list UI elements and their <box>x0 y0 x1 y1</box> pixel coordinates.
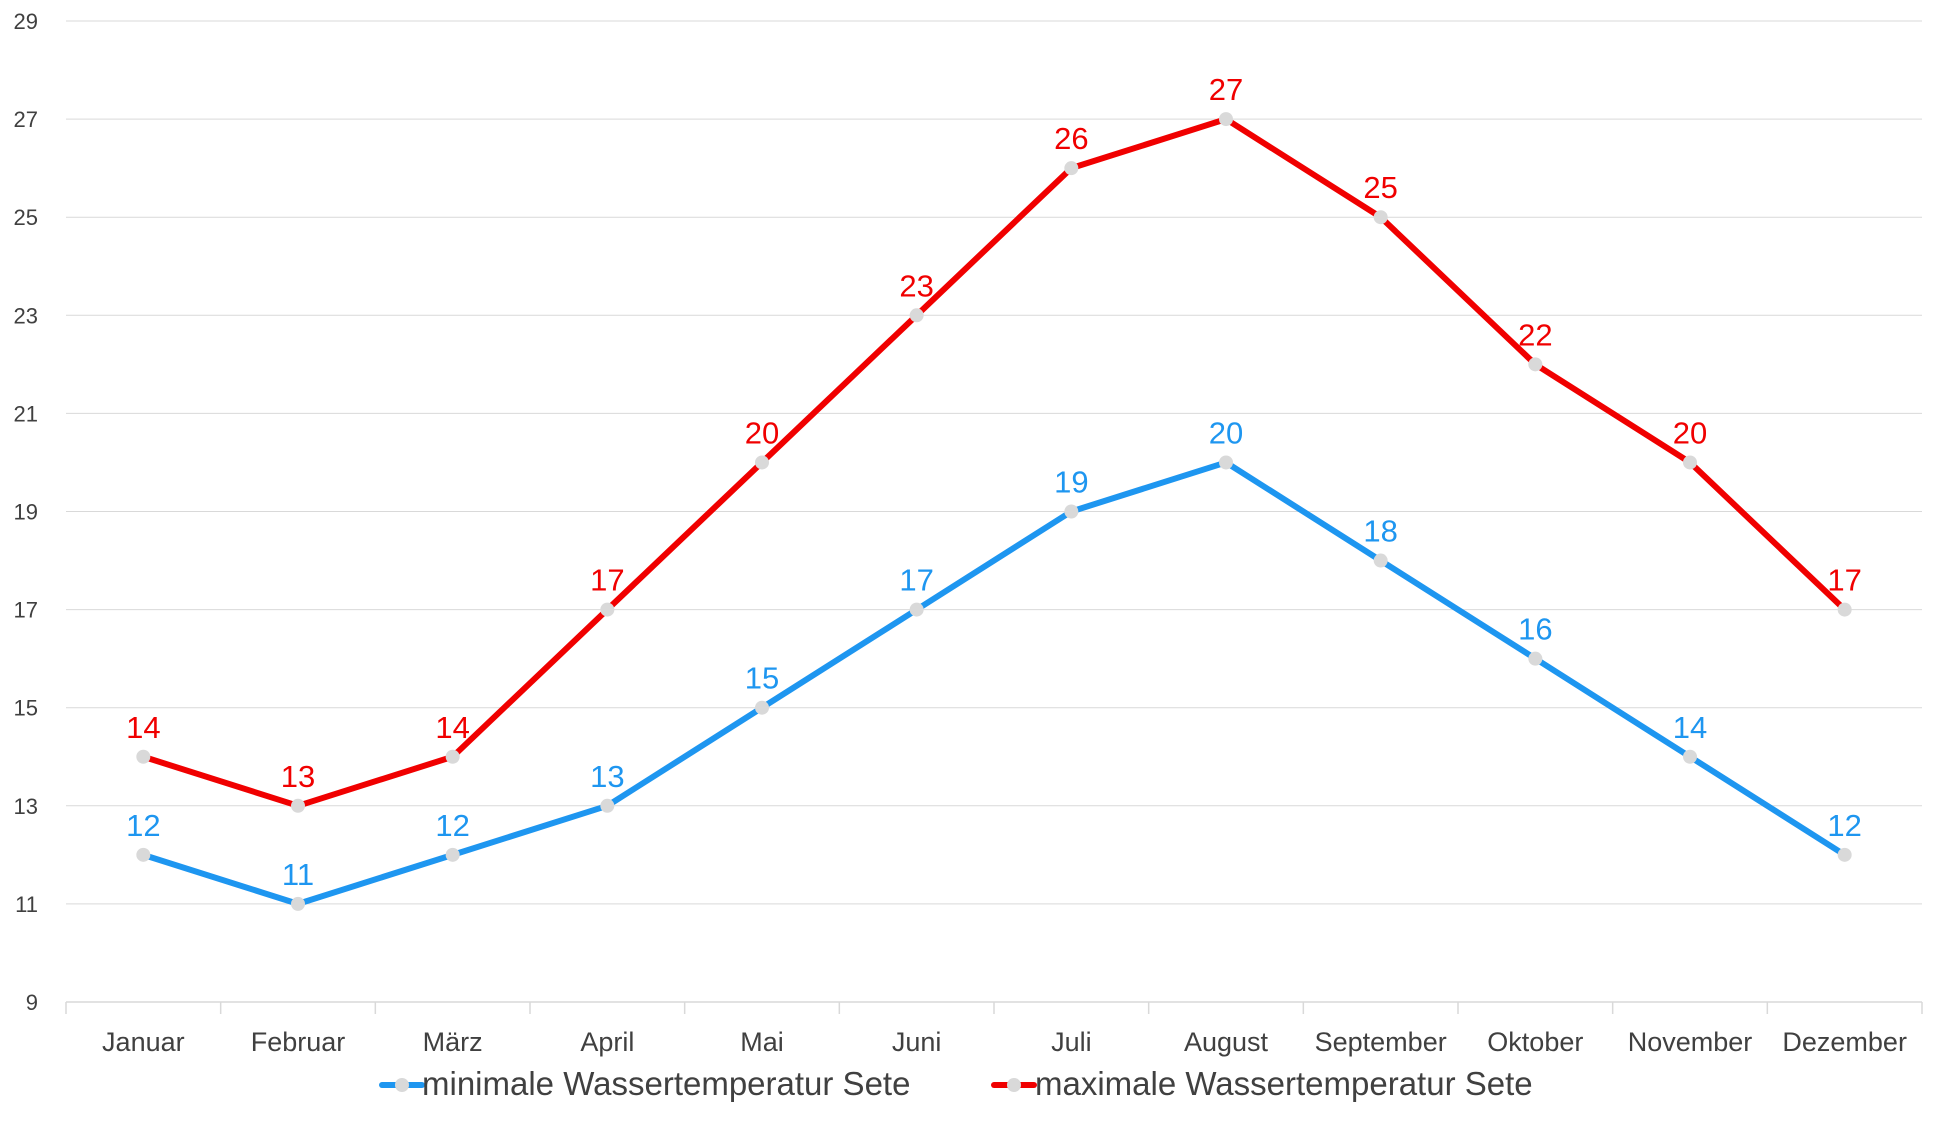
data-label: 16 <box>1518 612 1552 647</box>
legend: minimale Wassertemperatur Sete maximale W… <box>379 1065 1533 1102</box>
data-label: 18 <box>1363 514 1397 549</box>
data-label: 14 <box>1673 710 1707 745</box>
x-tick-label: Mai <box>740 1027 784 1057</box>
series-line-max <box>140 116 1848 809</box>
data-label: 14 <box>435 710 469 745</box>
y-tick-label: 17 <box>14 598 38 623</box>
y-tick-label: 11 <box>15 892 38 917</box>
y-tick-label: 25 <box>14 205 38 230</box>
data-point <box>1837 847 1852 862</box>
legend-marker <box>1007 1078 1021 1092</box>
data-label: 12 <box>126 808 160 843</box>
data-point <box>291 798 305 813</box>
data-label: 27 <box>1209 72 1243 107</box>
data-point <box>909 308 924 323</box>
x-tick-label: August <box>1184 1027 1269 1057</box>
data-point <box>1219 112 1233 127</box>
y-tick-label: 19 <box>14 500 38 525</box>
data-label: 17 <box>1827 563 1861 598</box>
data-label: 12 <box>435 808 469 843</box>
x-tick-label: Januar <box>102 1027 185 1057</box>
data-point <box>1683 749 1697 764</box>
data-point <box>136 847 151 862</box>
data-point <box>909 602 924 617</box>
data-label: 17 <box>590 563 624 598</box>
x-tick-label: November <box>1628 1027 1753 1057</box>
y-tick-label: 29 <box>14 9 38 34</box>
x-tick-label: Juni <box>892 1027 942 1057</box>
data-point <box>1837 602 1852 617</box>
data-point <box>291 896 305 911</box>
data-point <box>445 749 460 764</box>
data-label: 13 <box>281 759 315 794</box>
legend-label: maximale Wassertemperatur Sete <box>1035 1065 1533 1102</box>
legend-label: minimale Wassertemperatur Sete <box>422 1065 910 1102</box>
y-tick-label: 15 <box>14 696 38 721</box>
series <box>136 112 1852 911</box>
legend-marker <box>395 1078 409 1092</box>
data-point <box>600 602 615 617</box>
y-tick-label: 23 <box>14 303 38 328</box>
x-tick-label: Oktober <box>1487 1027 1583 1057</box>
x-tick-label: Juli <box>1051 1027 1092 1057</box>
data-label: 15 <box>745 661 779 696</box>
x-tick-label: März <box>423 1027 483 1057</box>
y-tick-label: 21 <box>14 401 38 426</box>
data-label: 14 <box>126 710 160 745</box>
data-label: 23 <box>899 268 933 303</box>
data-label: 17 <box>899 563 933 598</box>
series-line-min <box>140 459 1848 907</box>
data-label: 26 <box>1054 121 1088 156</box>
data-label: 20 <box>1673 415 1707 450</box>
data-label: 11 <box>282 857 314 892</box>
data-point <box>1528 357 1543 372</box>
data-label: 20 <box>1209 415 1243 450</box>
data-point <box>1373 210 1388 225</box>
data-label: 19 <box>1054 465 1088 500</box>
data-point <box>1683 455 1697 470</box>
data-label: 25 <box>1363 170 1397 205</box>
data-point <box>1219 455 1233 470</box>
data-point <box>1064 161 1079 176</box>
axes: 9 11 13 15 17 19 21 23 25 27 29 Januar Februar März Ap… <box>14 9 1923 1057</box>
data-point <box>136 749 151 764</box>
data-label: 13 <box>590 759 624 794</box>
x-tick-label: April <box>580 1027 634 1057</box>
y-tick-label: 13 <box>14 794 38 819</box>
data-point <box>755 455 769 470</box>
data-point <box>1528 651 1543 666</box>
data-point <box>755 700 769 715</box>
y-tick-label: 27 <box>14 107 38 132</box>
data-label: 20 <box>745 415 779 450</box>
data-point <box>1373 553 1388 568</box>
gridlines <box>66 20 1922 905</box>
y-tick-label: 9 <box>26 990 38 1015</box>
x-tick-label: Dezember <box>1782 1027 1907 1057</box>
x-tick-label: Februar <box>251 1027 346 1057</box>
data-label: 22 <box>1518 317 1552 352</box>
data-labels: 12 11 12 13 15 17 19 20 18 16 14 12 14 13 14 17 20 23 26 27… <box>126 72 1862 892</box>
data-label: 12 <box>1827 808 1861 843</box>
x-tick-label: September <box>1315 1027 1447 1057</box>
data-point <box>1064 504 1079 519</box>
data-point <box>600 798 615 813</box>
data-point <box>445 847 460 862</box>
